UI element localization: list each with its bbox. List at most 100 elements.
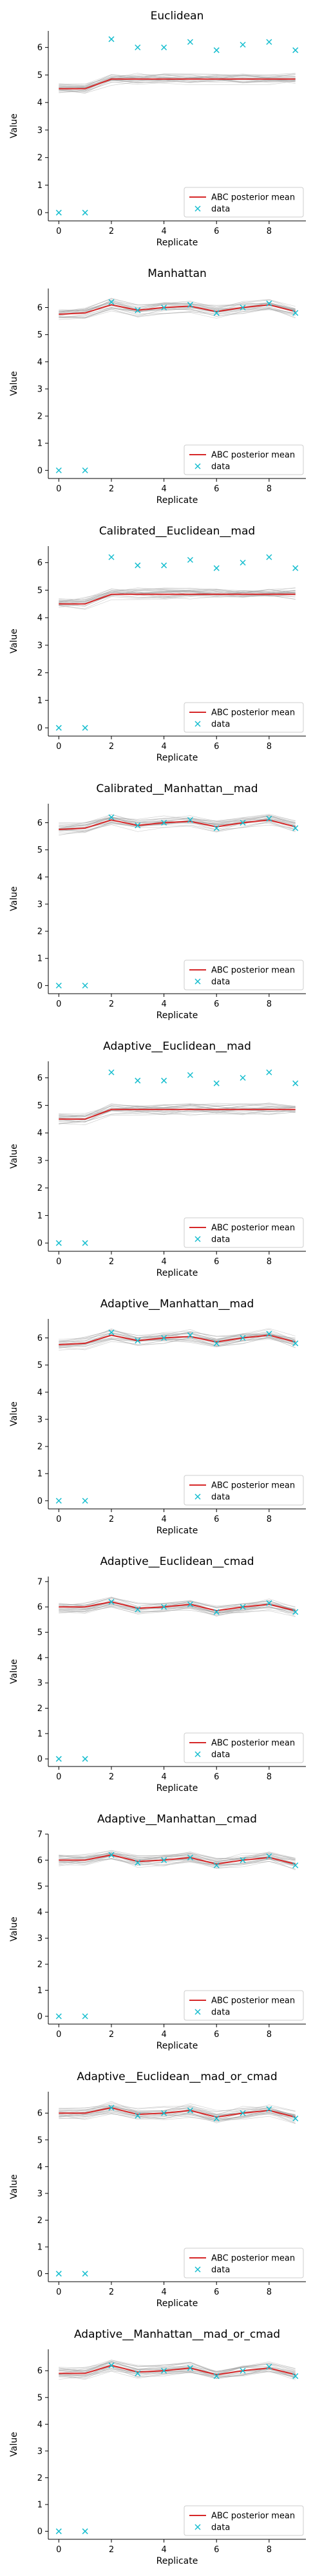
posterior-trace bbox=[59, 1108, 296, 1122]
posterior-trace bbox=[59, 1604, 296, 1613]
legend-box bbox=[184, 2248, 304, 2278]
data-point-stroke bbox=[187, 2107, 193, 2114]
data-point-stroke bbox=[292, 1609, 299, 1615]
legend-mean-label: ABC posterior mean bbox=[211, 1481, 295, 1491]
y-tick-label: 2 bbox=[37, 1704, 43, 1714]
y-axis-label: Value bbox=[9, 886, 19, 911]
posterior-traces bbox=[59, 73, 296, 93]
legend: ABC posterior mean data bbox=[184, 1732, 304, 1763]
y-tick-label: 5 bbox=[37, 330, 43, 340]
y-tick-label: 3 bbox=[37, 1934, 43, 1944]
posterior-trace bbox=[59, 1858, 296, 1870]
data-point-stroke bbox=[161, 819, 167, 826]
data-point-stroke bbox=[161, 1334, 167, 1341]
y-axis-label: Value bbox=[9, 1144, 19, 1168]
y-tick-label: 6 bbox=[37, 2109, 43, 2119]
posterior-trace bbox=[59, 1855, 296, 1870]
data-point-stroke bbox=[161, 44, 167, 51]
posterior-trace bbox=[59, 1606, 296, 1615]
chart-title: Calibrated__Manhattan__mad bbox=[96, 782, 258, 795]
data-point-stroke bbox=[161, 562, 167, 569]
posterior-trace bbox=[59, 1859, 296, 1871]
data-point bbox=[161, 1604, 167, 1610]
posterior-trace bbox=[59, 1109, 296, 1124]
x-tick-label: 6 bbox=[214, 484, 219, 494]
posterior-trace bbox=[59, 590, 296, 605]
y-tick-label: 0 bbox=[37, 1497, 43, 1506]
posterior-trace bbox=[59, 1599, 296, 1613]
posterior-trace bbox=[59, 2360, 296, 2372]
posterior-trace bbox=[59, 1605, 296, 1617]
data-point-stroke bbox=[55, 2013, 62, 2020]
data-point bbox=[213, 1862, 220, 1869]
legend-mean-label: ABC posterior mean bbox=[211, 193, 295, 203]
data-point bbox=[82, 467, 88, 473]
posterior-trace bbox=[59, 301, 296, 312]
y-tick-label: 3 bbox=[37, 384, 43, 394]
legend-data-stroke bbox=[194, 721, 201, 727]
data-point bbox=[240, 2367, 246, 2374]
posterior-trace bbox=[59, 1332, 296, 1344]
x-tick-label: 4 bbox=[161, 1257, 166, 1267]
chart-panel-3: Calibrated__Manhattan__mad 0 1 2 3 4 5 6 0 2 4 6 8 Re… bbox=[9, 782, 306, 1021]
data-point bbox=[240, 1857, 246, 1863]
data-point-stroke bbox=[213, 2373, 220, 2380]
data-point bbox=[135, 822, 141, 829]
posterior-trace bbox=[59, 307, 296, 319]
data-point bbox=[266, 554, 272, 560]
data-point-stroke bbox=[135, 562, 141, 569]
y-tick-label: 4 bbox=[37, 357, 43, 367]
x-axis-label: Replicate bbox=[156, 495, 198, 506]
data-point-stroke bbox=[108, 299, 115, 305]
x-tick-label: 2 bbox=[109, 999, 114, 1009]
x-tick-label: 0 bbox=[56, 2287, 61, 2297]
posterior-trace bbox=[59, 1109, 296, 1122]
y-axis-label: Value bbox=[9, 1917, 19, 1941]
y-tick-label: 4 bbox=[37, 1653, 43, 1663]
data-point-stroke bbox=[266, 815, 272, 822]
posterior-trace bbox=[59, 2105, 296, 2117]
data-point bbox=[135, 1077, 141, 1084]
data-point bbox=[161, 304, 167, 311]
posterior-trace bbox=[59, 74, 296, 88]
x-tick-label: 2 bbox=[109, 742, 114, 752]
data-point bbox=[187, 2107, 193, 2114]
y-tick-label: 7 bbox=[37, 1577, 43, 1587]
data-point bbox=[161, 2367, 167, 2374]
data-point-stroke bbox=[55, 1756, 62, 1762]
data-point-stroke bbox=[108, 2105, 115, 2111]
posterior-trace bbox=[59, 1110, 296, 1124]
posterior-mean-line bbox=[59, 593, 296, 605]
posterior-trace bbox=[59, 308, 296, 320]
posterior-trace bbox=[59, 1330, 296, 1343]
data-point bbox=[266, 2363, 272, 2370]
data-point bbox=[108, 2362, 115, 2369]
posterior-trace bbox=[59, 814, 296, 826]
posterior-trace bbox=[59, 1852, 296, 1860]
data-point-stroke bbox=[108, 2362, 115, 2369]
posterior-trace bbox=[59, 822, 296, 833]
data-point bbox=[213, 825, 220, 831]
posterior-mean-line bbox=[59, 1108, 296, 1120]
posterior-trace bbox=[59, 1603, 296, 1615]
y-tick-label: 5 bbox=[37, 2393, 43, 2403]
data-point-stroke bbox=[240, 2367, 246, 2374]
data-point bbox=[55, 1497, 62, 1504]
data-point bbox=[240, 41, 246, 48]
x-tick-label: 4 bbox=[161, 2545, 166, 2555]
y-tick-label: 6 bbox=[37, 1334, 43, 1343]
data-point bbox=[135, 2112, 141, 2119]
data-point-stroke bbox=[187, 301, 193, 308]
data-point-stroke bbox=[135, 1077, 141, 1084]
y-axis-label: Value bbox=[9, 2174, 19, 2199]
posterior-trace bbox=[59, 1110, 296, 1125]
y-tick-label: 4 bbox=[37, 2163, 43, 2172]
posterior-trace bbox=[59, 1604, 296, 1614]
posterior-trace bbox=[59, 1596, 296, 1610]
posterior-trace bbox=[59, 2112, 296, 2123]
posterior-trace bbox=[59, 1329, 296, 1343]
data-point bbox=[135, 1338, 141, 1344]
data-point bbox=[266, 1069, 272, 1075]
data-point-stroke bbox=[135, 2112, 141, 2119]
x-tick-label: 8 bbox=[267, 227, 272, 236]
